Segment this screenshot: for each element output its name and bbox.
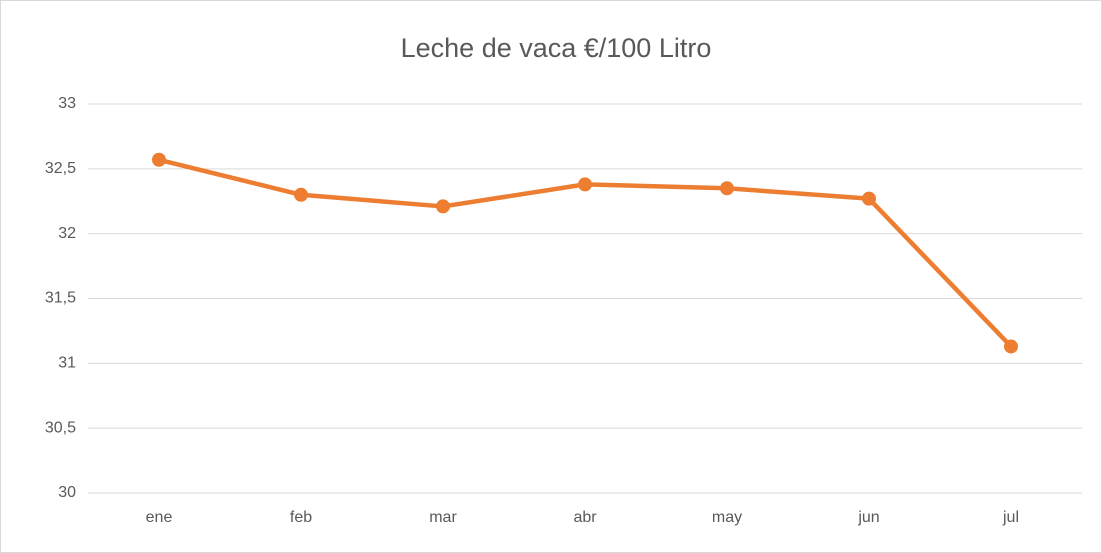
y-tick-label: 33 <box>58 95 76 112</box>
x-tick-label: jul <box>1002 509 1019 526</box>
y-tick-label: 31,5 <box>45 290 76 307</box>
chart-title: Leche de vaca €/100 Litro <box>401 33 712 63</box>
x-tick-label: ene <box>146 509 173 526</box>
x-tick-label: mar <box>429 509 457 526</box>
x-tick-label: jun <box>857 509 879 526</box>
y-tick-label: 32,5 <box>45 160 76 177</box>
marker <box>720 181 734 196</box>
y-tick-label: 32 <box>58 225 76 242</box>
x-tick-label: may <box>712 509 742 526</box>
marker <box>152 152 166 167</box>
x-tick-label: abr <box>573 509 597 526</box>
marker <box>294 187 308 202</box>
marker <box>578 177 592 192</box>
x-tick-label: feb <box>290 509 312 526</box>
y-tick-label: 30 <box>58 484 76 501</box>
y-tick-label: 31 <box>58 355 76 372</box>
marker <box>436 199 450 214</box>
marker <box>862 191 876 206</box>
y-tick-label: 30,5 <box>45 419 76 436</box>
marker <box>1004 339 1018 354</box>
